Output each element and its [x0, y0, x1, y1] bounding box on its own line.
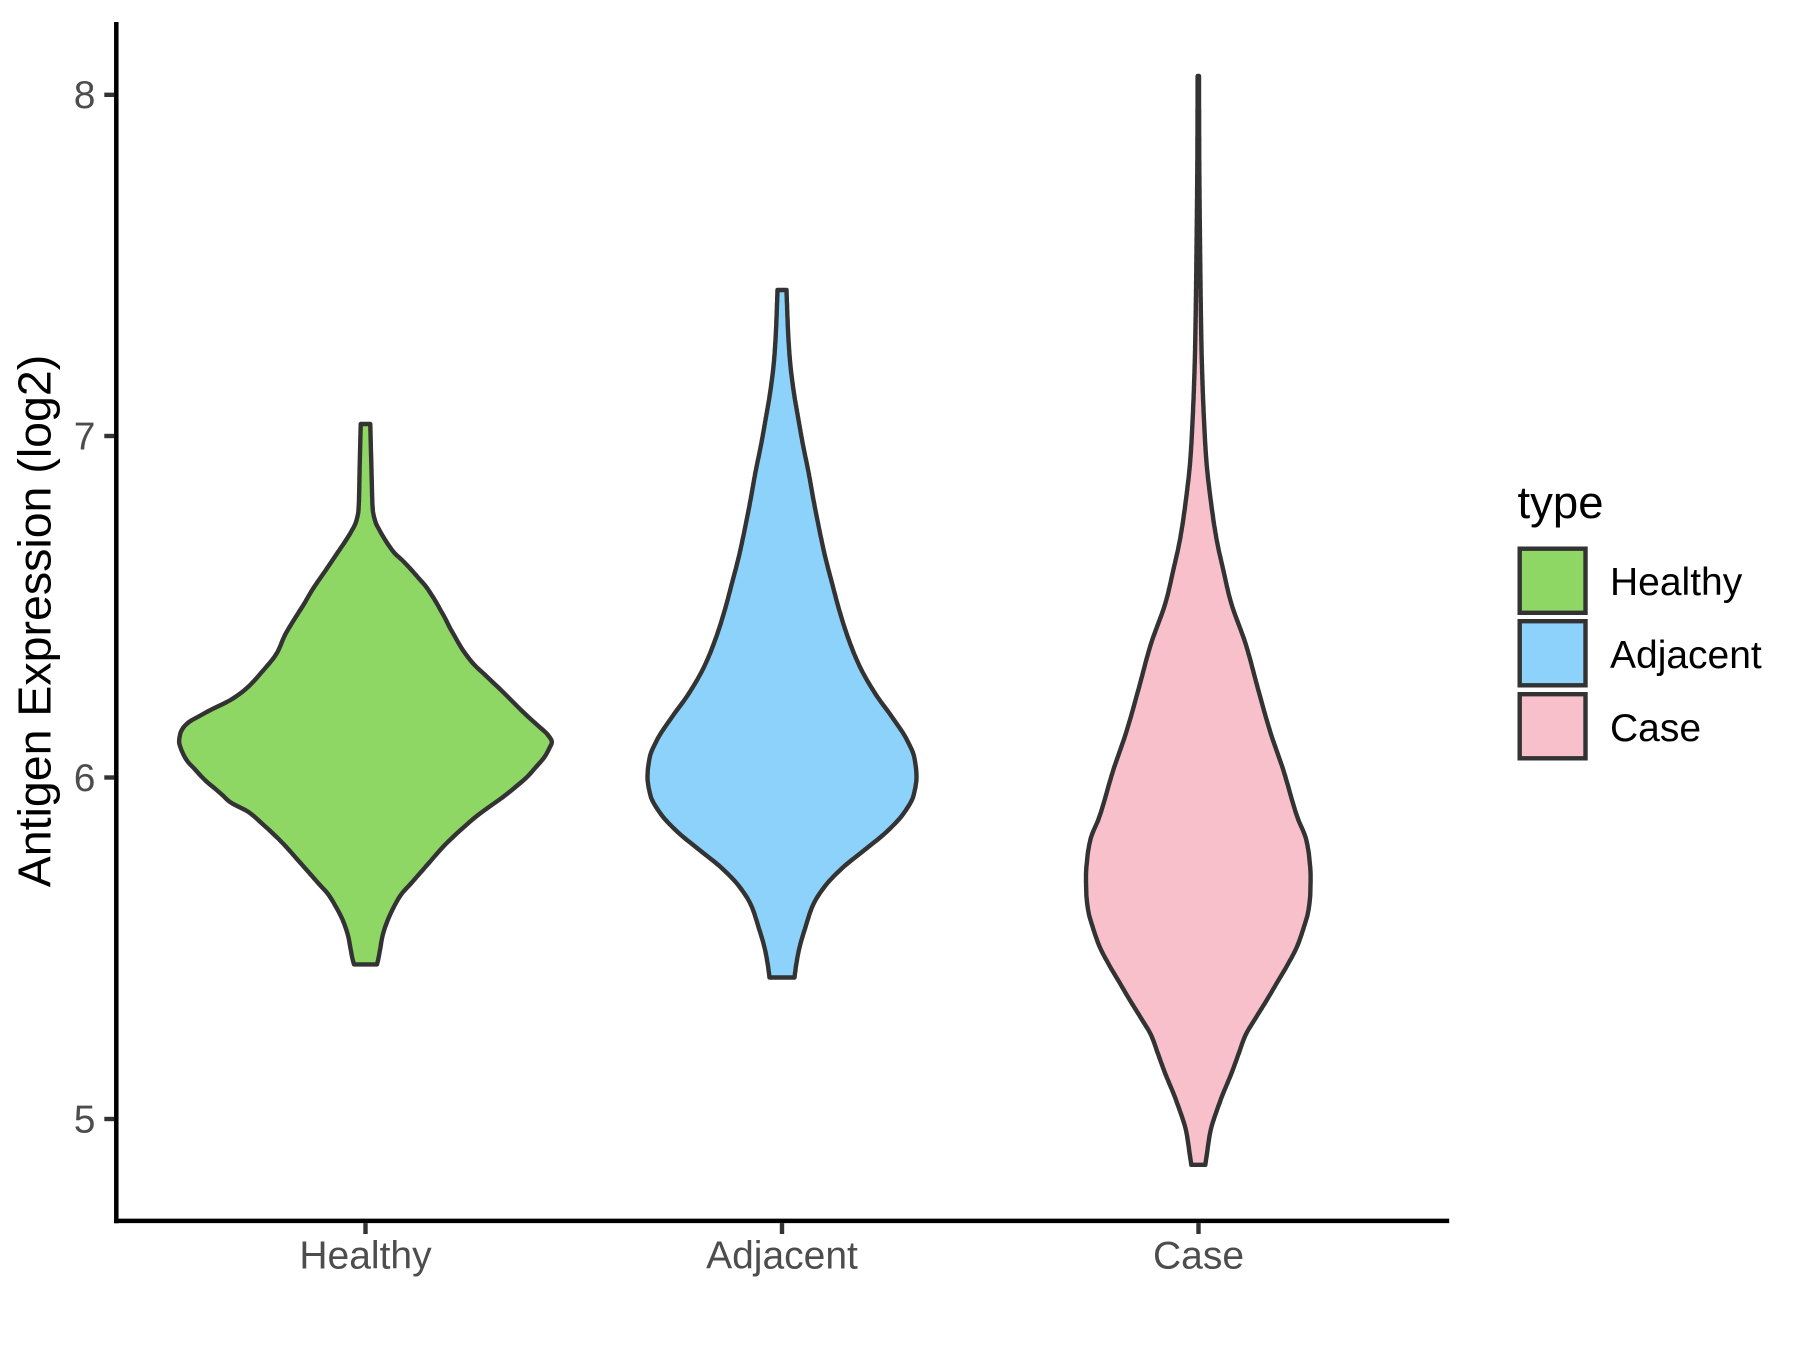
svg-text:Healthy: Healthy: [1610, 561, 1743, 604]
svg-text:7: 7: [74, 415, 96, 458]
svg-text:Case: Case: [1153, 1235, 1244, 1278]
svg-text:Case: Case: [1610, 707, 1701, 750]
svg-text:8: 8: [74, 74, 96, 117]
svg-text:5: 5: [74, 1098, 96, 1141]
svg-text:Adjacent: Adjacent: [706, 1235, 858, 1278]
svg-text:Antigen Expression (log2): Antigen Expression (log2): [9, 355, 61, 887]
svg-text:6: 6: [74, 757, 96, 800]
svg-text:type: type: [1518, 477, 1604, 528]
svg-text:Healthy: Healthy: [299, 1235, 432, 1278]
svg-text:Adjacent: Adjacent: [1610, 634, 1762, 677]
